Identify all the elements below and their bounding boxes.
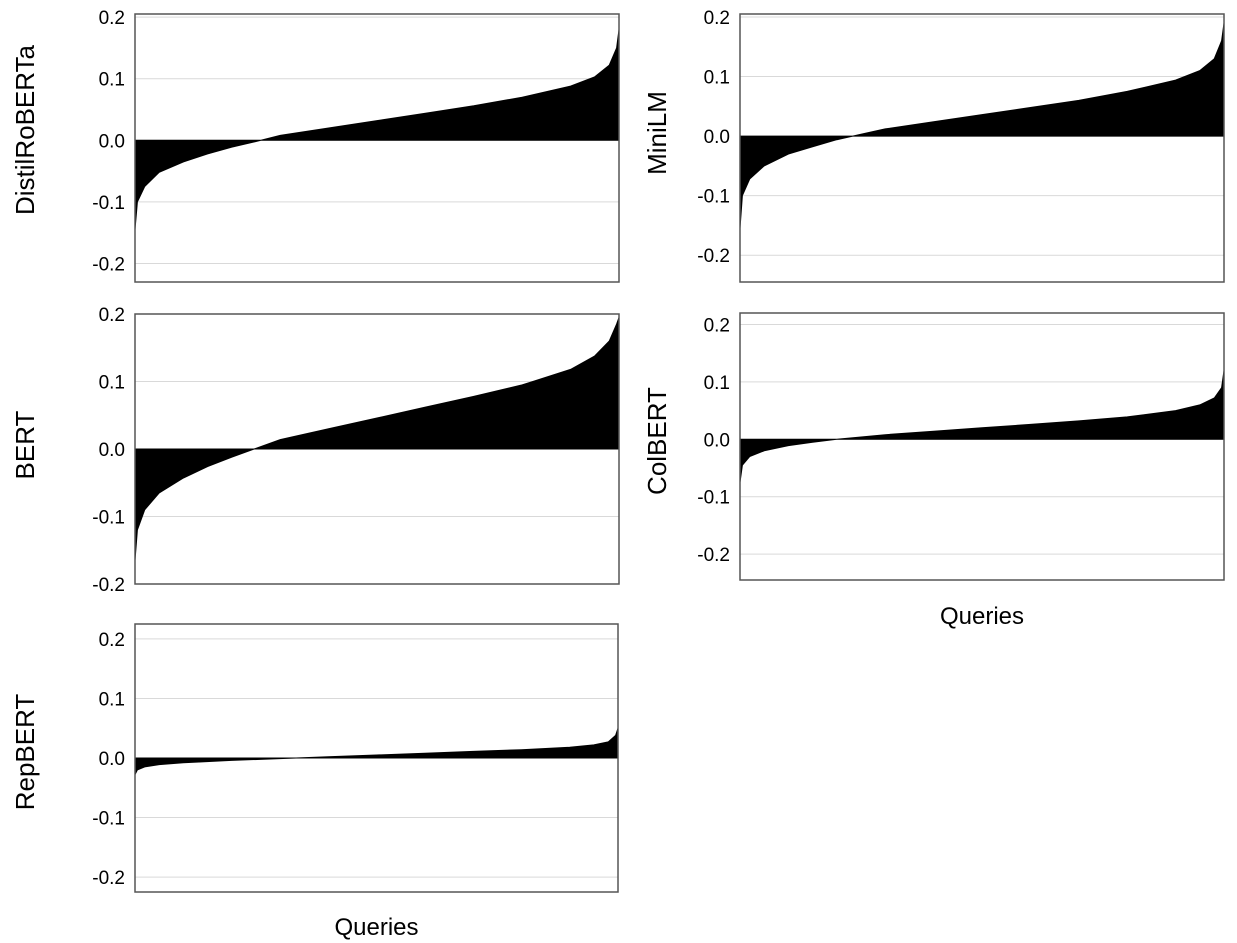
x-axis-label: Queries: [940, 603, 1024, 630]
y-tick-label: 0.2: [704, 315, 730, 336]
y-tick-label: 0.1: [99, 373, 125, 394]
series-area: [134, 728, 619, 775]
subplot-repbert: 0.2 0.1 0.0 -0.1 -0.2 RepBERT Queries: [10, 623, 619, 941]
y-tick-label: -0.2: [92, 868, 125, 889]
y-tick-label: 0.2: [99, 630, 125, 651]
y-tick-label: -0.2: [697, 246, 730, 267]
y-tick-label: 0.0: [704, 127, 730, 148]
y-axis-label: BERT: [10, 410, 40, 479]
plot-frame: [739, 13, 1225, 283]
y-tick-label: 0.2: [99, 305, 125, 326]
y-tick-label: -0.2: [92, 255, 125, 276]
y-tick-label: 0.1: [99, 70, 125, 91]
y-tick-label: -0.1: [92, 508, 125, 529]
subplot-minilm: 0.2 0.1 0.0 -0.1 -0.2 MiniLM: [642, 8, 1225, 283]
y-axis-label: MiniLM: [642, 91, 672, 175]
y-tick-label: 0.2: [99, 8, 125, 29]
series-area: [134, 317, 620, 561]
y-tick-label: -0.1: [697, 488, 730, 509]
plot-frame: [134, 313, 620, 585]
subplot-bert: 0.2 0.1 0.0 -0.1 -0.2 BERT: [10, 305, 620, 596]
y-axis-label: RepBERT: [10, 694, 40, 811]
y-tick-label: 0.0: [704, 430, 730, 451]
y-tick-label: -0.2: [697, 545, 730, 566]
x-axis-label: Queries: [334, 914, 418, 941]
y-tick-label: 0.0: [99, 749, 125, 770]
series-area: [739, 370, 1225, 483]
y-tick-label: -0.1: [92, 809, 125, 830]
plot-frame: [134, 623, 619, 893]
y-tick-label: 0.0: [99, 440, 125, 461]
y-tick-label: -0.1: [92, 193, 125, 214]
y-tick-label: 0.1: [704, 68, 730, 89]
subplot-colbert: 0.2 0.1 0.0 -0.1 -0.2 ColBERT Queries: [642, 312, 1225, 630]
plot-frame: [739, 312, 1225, 581]
y-axis-label: DistilRoBERTa: [10, 44, 40, 215]
y-axis-label: ColBERT: [642, 387, 672, 495]
plot-frame: [134, 13, 620, 283]
y-tick-label: 0.1: [704, 373, 730, 394]
y-tick-label: 0.2: [704, 8, 730, 29]
series-area: [134, 29, 620, 230]
y-tick-label: 0.0: [99, 131, 125, 152]
series-area: [739, 22, 1225, 229]
y-tick-label: -0.1: [697, 187, 730, 208]
y-tick-label: 0.1: [99, 689, 125, 710]
subplot-distilroberta: 0.2 0.1 0.0 -0.1 -0.2 DistilRoBERTa: [10, 8, 620, 283]
y-tick-label: -0.2: [92, 575, 125, 596]
